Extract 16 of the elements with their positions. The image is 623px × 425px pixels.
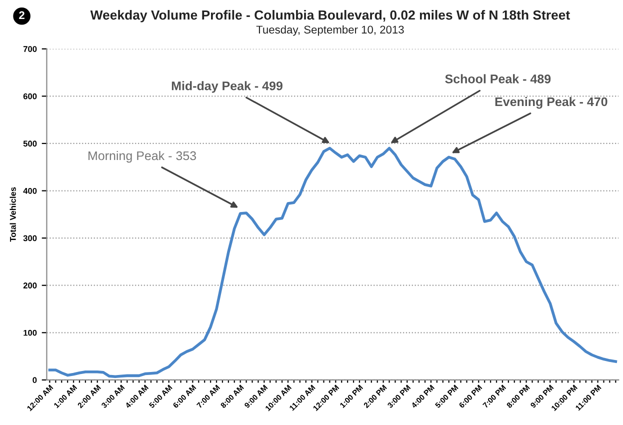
y-tick-label: 200 xyxy=(23,282,37,288)
y-tick-label: 100 xyxy=(24,330,37,336)
annotation: Evening Peak - 470 xyxy=(495,96,608,109)
y-tick-label: 700 xyxy=(23,46,37,52)
y-tick-label: 600 xyxy=(23,93,37,100)
y-tick-label: 400 xyxy=(23,188,37,194)
chart-subtitle: Tuesday, September 10, 2013 xyxy=(256,25,404,36)
y-axis-title: Total Vehicles xyxy=(10,187,16,242)
annotation: Morning Peak - 353 xyxy=(88,150,196,163)
annotation: Mid-day Peak - 499 xyxy=(172,81,282,93)
y-tick-label: 500 xyxy=(23,140,37,147)
text: 2 xyxy=(19,11,24,20)
y-tick-label: 0 xyxy=(32,377,37,384)
chart-title: Weekday Volume Profile - Columbia Boulevard, 0.02 miles W of N 18th Street xyxy=(90,10,570,22)
annotation: School Peak - 489 xyxy=(445,74,551,84)
y-tick-label: 300 xyxy=(23,235,37,242)
